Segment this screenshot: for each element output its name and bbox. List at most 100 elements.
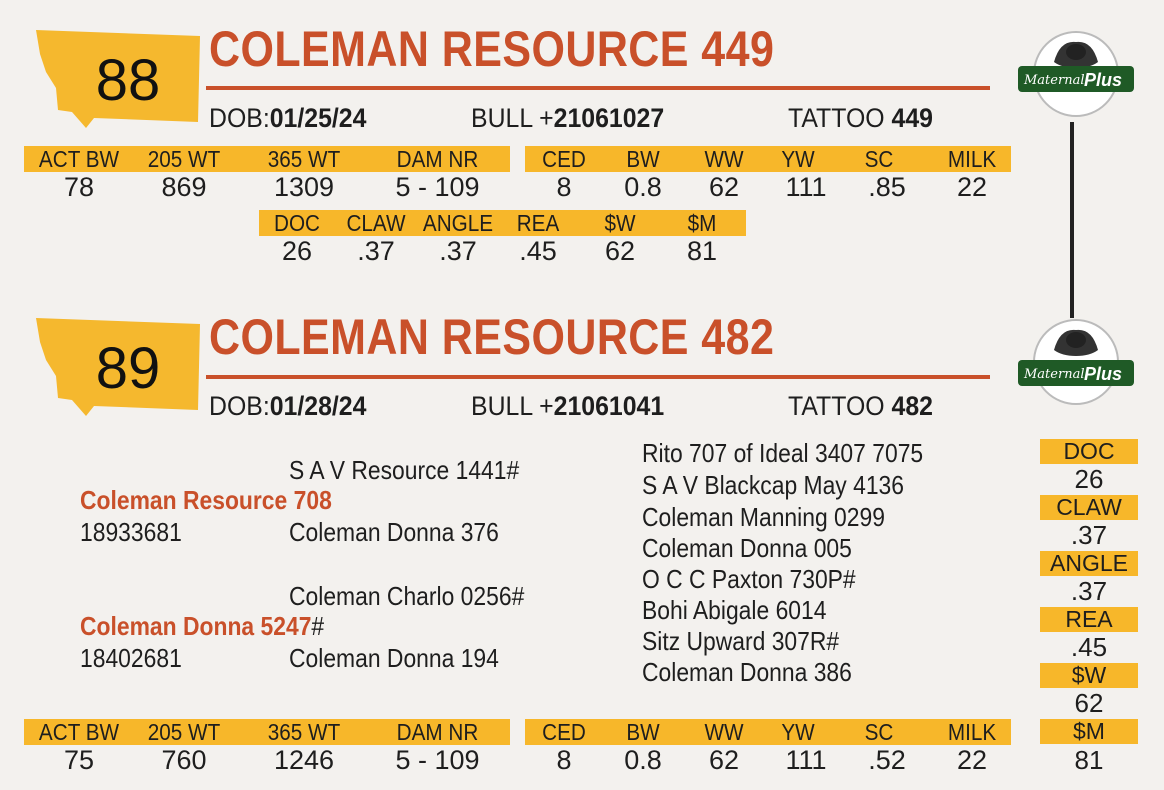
epd-header: MILK: [947, 719, 997, 745]
logo-text-maternal: Maternal: [1023, 367, 1084, 382]
epd-value: 111: [785, 745, 827, 775]
epd-value: 0.8: [624, 172, 662, 202]
registration-line: BULL +21061041: [471, 391, 665, 421]
pedigree-third-gen: Bohi Abigale 6014: [642, 595, 827, 625]
extra-value: .37: [439, 236, 477, 266]
perf-value: 869: [161, 172, 207, 202]
side-epd-value: 81: [1074, 745, 1104, 775]
dob-line: DOB:01/25/24: [209, 103, 367, 133]
pedigree-dam-dam: Coleman Donna 194: [289, 643, 499, 673]
tattoo-line: TATTOO 482: [788, 391, 933, 421]
perf-header-bar: [24, 719, 510, 745]
pedigree-sire: Coleman Resource 708: [80, 485, 332, 515]
lot-number: 89: [95, 336, 161, 401]
epd-header: WW: [704, 719, 744, 745]
epd-header-bar: [525, 719, 1011, 745]
perf-header: DAM NR: [396, 719, 479, 745]
perf-value: 1309: [273, 172, 335, 202]
logo-text-plus: Plus: [1084, 70, 1122, 90]
epd-value: 0.8: [624, 745, 662, 775]
epd-header: SC: [864, 719, 894, 745]
epd-value: 62: [708, 172, 740, 202]
epd-header: SC: [864, 146, 894, 172]
perf-header: 365 WT: [267, 719, 341, 745]
pedigree-third-gen: Coleman Manning 0299: [642, 502, 885, 532]
side-epd-header: CLAW: [1040, 495, 1138, 520]
epd-header: BW: [626, 146, 660, 172]
tattoo-line: TATTOO 449: [788, 103, 933, 133]
title-rule: [206, 375, 990, 379]
pedigree-dam-mark: #: [311, 611, 325, 641]
maternal-plus-logo: Maternal Plus: [1018, 319, 1134, 405]
epd-header: CED: [542, 719, 586, 745]
animal-name: COLEMAN RESOURCE 482: [209, 309, 775, 365]
epd-header: CED: [542, 146, 586, 172]
pedigree-dam: Coleman Donna 5247: [80, 611, 312, 641]
epd-header: WW: [704, 146, 744, 172]
epd-header: YW: [781, 146, 815, 172]
perf-value: 1246: [273, 745, 335, 775]
pedigree-third-gen: Coleman Donna 005: [642, 533, 852, 563]
perf-header: ACT BW: [38, 719, 120, 745]
lot-number: 88: [95, 48, 161, 113]
epd-value: 22: [956, 745, 988, 775]
perf-header: ACT BW: [38, 146, 120, 172]
epd-value: .52: [868, 745, 906, 775]
side-epd-value: 62: [1074, 688, 1104, 718]
extra-header: ANGLE: [422, 210, 494, 236]
pedigree-third-gen: O C C Paxton 730P#: [642, 564, 856, 594]
extra-header: $M: [687, 210, 717, 236]
pedigree-third-gen: Coleman Donna 386: [642, 657, 852, 687]
extra-value: 62: [604, 236, 636, 266]
epd-value: 111: [785, 172, 827, 202]
pedigree-third-gen: Rito 707 of Ideal 3407 7075: [642, 438, 924, 468]
pedigree-sire-sire: S A V Resource 1441#: [289, 455, 520, 485]
epd-header: YW: [781, 719, 815, 745]
side-epd-value: .37: [1070, 576, 1108, 606]
extra-header: CLAW: [346, 210, 406, 236]
extra-header: DOC: [273, 210, 321, 236]
pedigree-third-gen: Sitz Upward 307R#: [642, 626, 840, 656]
extra-value: .37: [357, 236, 395, 266]
extra-header: REA: [516, 210, 560, 236]
side-epd-header: $W: [1040, 663, 1138, 688]
epd-header-bar: [525, 146, 1011, 172]
pedigree-third-gen: S A V Blackcap May 4136: [642, 470, 905, 500]
logo-text-maternal: Maternal: [1023, 73, 1084, 88]
epd-value: .85: [868, 172, 906, 202]
montana-badge-88: [36, 30, 200, 128]
epd-value: 8: [556, 172, 572, 202]
extra-header-bar: [259, 210, 746, 236]
epd-header: MILK: [947, 146, 997, 172]
pedigree-sire-dam: Coleman Donna 376: [289, 517, 499, 547]
epd-value: 8: [556, 745, 572, 775]
pedigree-dam-reg: 18402681: [80, 643, 182, 673]
perf-header-bar: [24, 146, 510, 172]
extra-value: 81: [686, 236, 718, 266]
pedigree-dam-sire: Coleman Charlo 0256#: [289, 581, 525, 611]
extra-header: $W: [604, 210, 636, 236]
perf-header: 205 WT: [147, 146, 221, 172]
extra-value: 26: [281, 236, 313, 266]
side-epd-value: 26: [1074, 464, 1104, 494]
connector-line: [1070, 122, 1074, 318]
perf-header: DAM NR: [396, 146, 479, 172]
dob-line: DOB:01/28/24: [209, 391, 367, 421]
epd-header: BW: [626, 719, 660, 745]
epd-value: 22: [956, 172, 988, 202]
registration-line: BULL +21061027: [471, 103, 665, 133]
perf-header: 205 WT: [147, 719, 221, 745]
title-rule: [206, 86, 990, 90]
montana-badge-89: [36, 318, 200, 416]
maternal-plus-logo: Maternal Plus: [1018, 31, 1134, 117]
side-epd-value: .37: [1070, 520, 1108, 550]
perf-value: 78: [63, 172, 95, 202]
epd-value: 62: [708, 745, 740, 775]
animal-name: COLEMAN RESOURCE 449: [209, 21, 775, 77]
side-epd-header: REA: [1040, 607, 1138, 632]
extra-value: .45: [519, 236, 557, 266]
side-epd-header: DOC: [1040, 439, 1138, 464]
perf-value: 75: [63, 745, 95, 775]
perf-value: 5 - 109: [395, 745, 480, 775]
perf-value: 5 - 109: [395, 172, 480, 202]
